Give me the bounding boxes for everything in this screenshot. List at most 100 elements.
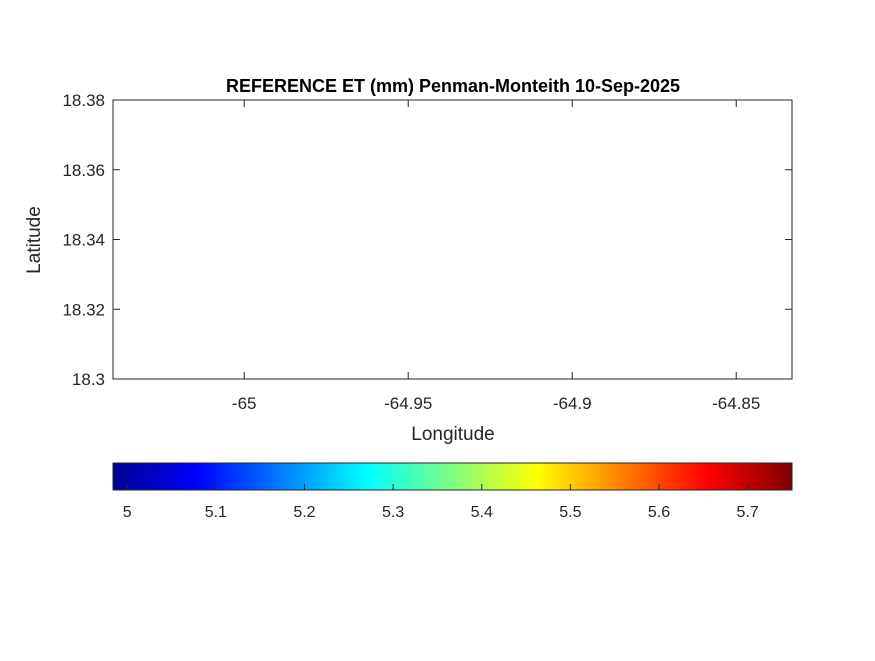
heat-cell [362,228,366,232]
heat-cell [342,188,346,192]
heat-cell [526,116,530,120]
heat-cell [754,116,758,120]
heat-cell [274,136,278,140]
heat-cell [542,184,546,188]
heat-cell [362,196,366,200]
heat-cell [126,148,130,152]
heat-cell [506,112,510,116]
heat-cell [678,152,682,156]
heat-cell [258,180,262,184]
heat-cell [590,212,594,216]
heat-cell [290,144,294,148]
heat-cell [674,112,678,116]
heat-cell [190,208,194,212]
heat-cell [594,156,598,160]
heat-cell [190,132,194,136]
heat-cell [466,160,470,164]
heat-cell [466,120,470,124]
heat-cell [250,192,254,196]
heat-cell [702,120,706,124]
heat-cell [270,128,274,132]
heat-cell [250,200,254,204]
heat-cell [162,120,166,124]
heat-cell [554,180,558,184]
heat-cell [570,124,574,128]
heat-cell [170,196,174,200]
heat-cell [322,164,326,168]
heat-cell [134,120,138,124]
heat-cell [554,212,558,216]
heat-cell [526,140,530,144]
heat-cell [394,232,398,236]
heat-cell [454,120,458,124]
heat-cell [246,152,250,156]
heat-cell [390,228,394,232]
heat-cell [646,132,650,136]
heat-cell [530,212,534,216]
heat-cell [126,236,130,240]
heat-cell [198,152,202,156]
heat-cell [542,208,546,212]
heat-cell [350,112,354,116]
heat-cell [346,136,350,140]
heat-cell [174,128,178,132]
heat-cell [690,224,694,228]
heat-cell [714,156,718,160]
heat-cell [302,168,306,172]
heat-cell [366,192,370,196]
heat-cell [246,220,250,224]
heat-cell [570,172,574,176]
heat-cell [538,228,542,232]
heat-cell [750,196,754,200]
heat-cell [682,176,686,180]
heat-cell [378,200,382,204]
heat-cell [346,232,350,236]
heat-cell [390,156,394,160]
heat-cell [370,216,374,220]
heat-cell [434,224,438,228]
heat-cell [458,112,462,116]
heat-cell [554,124,558,128]
heat-cell [418,216,422,220]
heat-cell [246,136,250,140]
heat-cell [214,228,218,232]
heat-cell [650,164,654,168]
heat-cell [278,116,282,120]
heat-cell [186,180,190,184]
heat-cell [574,120,578,124]
heat-cell [494,136,498,140]
heat-cell [390,224,394,228]
heat-cell [402,224,406,228]
heat-cell [306,148,310,152]
heat-cell [714,200,718,204]
heat-cell [738,156,742,160]
heat-cell [686,176,690,180]
heat-cell [510,164,514,168]
heat-cell [406,204,410,208]
heat-cell [154,164,158,168]
heat-cell [454,204,458,208]
heat-cell [614,136,618,140]
heat-cell [566,224,570,228]
heat-cell [498,172,502,176]
heat-cell [618,140,622,144]
heat-cell [198,156,202,160]
heat-cell [422,116,426,120]
heat-cell [154,208,158,212]
heat-cell [234,224,238,228]
heat-cell [266,160,270,164]
heat-cell [270,188,274,192]
heat-cell [426,164,430,168]
heat-cell [250,212,254,216]
heat-cell [162,196,166,200]
heat-cell [574,200,578,204]
heat-cell [590,196,594,200]
heat-cell [666,180,670,184]
heat-cell [534,204,538,208]
heat-cell [490,128,494,132]
heat-cell [462,160,466,164]
heat-cell [658,168,662,172]
heat-cell [722,144,726,148]
heat-cell [498,196,502,200]
heat-cell [310,148,314,152]
